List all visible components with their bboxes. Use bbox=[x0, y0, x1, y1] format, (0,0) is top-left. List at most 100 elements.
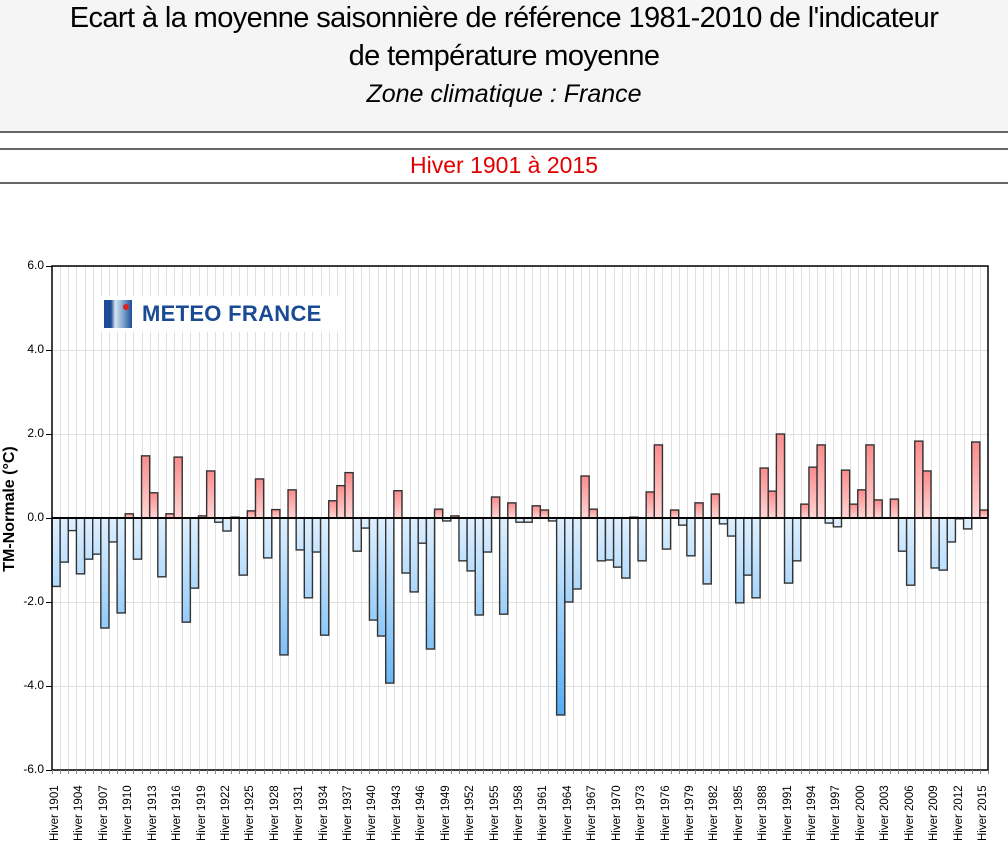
logo-text: METEO FRANCE bbox=[142, 301, 322, 326]
meteo-france-logo: METEO FRANCE bbox=[100, 296, 340, 332]
x-tick-label: Hiver 1919 bbox=[195, 785, 208, 841]
data-bar: 1961: 0.19 bbox=[539, 509, 550, 519]
data-bar: 1966: 1 bbox=[580, 475, 590, 519]
meteo-france-logo-icon bbox=[104, 300, 132, 328]
data-bar: 1963: -4.69 bbox=[555, 517, 566, 716]
data-bar: 2009: -1.19 bbox=[930, 517, 940, 569]
data-bar: 1939: -0.24 bbox=[360, 517, 371, 529]
x-tick-label: Hiver 2006 bbox=[903, 785, 916, 841]
data-bar: 1932: -1.9 bbox=[303, 517, 314, 599]
x-tick-label: Hiver 1970 bbox=[610, 785, 623, 841]
data-bar: 1943: 0.65 bbox=[393, 490, 403, 519]
data-bar: 1922: -0.31 bbox=[222, 517, 232, 532]
data-bar: 2013: -0.26 bbox=[962, 517, 973, 530]
x-tick-label: Hiver 1916 bbox=[171, 785, 184, 841]
x-tick-label: Hiver 1988 bbox=[757, 785, 770, 841]
data-bar: 2002: 0.43 bbox=[873, 499, 883, 519]
x-tick-label: Hiver 1976 bbox=[659, 785, 672, 841]
data-bar: 1934: -2.79 bbox=[319, 517, 330, 636]
x-tick-label: Hiver 1994 bbox=[806, 785, 818, 841]
x-tick-label: Hiver 2012 bbox=[952, 785, 965, 841]
data-bar: 2011: -0.57 bbox=[946, 517, 957, 543]
data-bar: 1909: -2.26 bbox=[116, 517, 126, 614]
y-tick-label: 2.0 bbox=[27, 426, 44, 440]
x-tick-label: Hiver 1985 bbox=[732, 785, 745, 841]
data-bar: 1984: -0.43 bbox=[726, 517, 737, 537]
x-tick-label: Hiver 1943 bbox=[390, 785, 403, 841]
data-bar: 1974: 0.62 bbox=[645, 491, 655, 519]
period-label: Hiver 1901 à 2015 bbox=[410, 152, 598, 178]
chart-subtitle: Zone climatique : France bbox=[366, 80, 642, 108]
y-tick-mark bbox=[46, 770, 52, 771]
data-bar: 1916: 1.45 bbox=[173, 456, 183, 519]
x-tick-label: Hiver 1964 bbox=[561, 785, 574, 841]
x-tick-label: Hiver 1901 bbox=[49, 785, 62, 841]
x-tick-label: Hiver 1925 bbox=[244, 785, 257, 841]
data-bar: 1988: 1.19 bbox=[759, 467, 769, 519]
chart-header: Ecart à la moyenne saisonnière de référe… bbox=[0, 0, 1008, 133]
data-bar: 2010: -1.24 bbox=[938, 517, 949, 571]
x-tick-label: Hiver 1940 bbox=[366, 785, 379, 841]
data-bar: 1951: -1.02 bbox=[458, 517, 468, 562]
y-tick-label: 4.0 bbox=[27, 342, 44, 356]
data-bar: 2014: 1.81 bbox=[971, 441, 981, 519]
data-bar: 1995: 1.74 bbox=[816, 444, 826, 519]
data-bar: 1952: -1.26 bbox=[466, 517, 476, 572]
x-tick-label: Hiver 2009 bbox=[928, 785, 941, 841]
y-tick-label: -4.0 bbox=[23, 678, 44, 692]
x-tick-label: Hiver 2000 bbox=[854, 785, 867, 841]
period-banner: Hiver 1901 à 2015 bbox=[0, 148, 1008, 184]
data-bar: 1906: -0.86 bbox=[91, 517, 102, 555]
data-bar: 1955: 0.5 bbox=[490, 496, 501, 519]
data-bar: 1960: 0.29 bbox=[531, 505, 542, 519]
data-bar: 1913: 0.6 bbox=[148, 492, 159, 519]
x-tick-label: Hiver 1997 bbox=[830, 785, 843, 841]
data-bar: 1938: -0.79 bbox=[352, 517, 362, 552]
data-bar: 1981: -1.57 bbox=[702, 517, 712, 585]
data-bar: 1911: -0.98 bbox=[132, 517, 143, 560]
data-bar: 1991: -1.55 bbox=[783, 517, 794, 584]
data-bar: 1917: -2.48 bbox=[181, 517, 192, 623]
x-tick-label: Hiver 1955 bbox=[488, 785, 501, 841]
data-bar: 1977: 0.19 bbox=[669, 509, 680, 519]
y-tick-label: -2.0 bbox=[23, 594, 44, 608]
data-bar: 2000: 0.67 bbox=[857, 489, 867, 519]
data-bar: 1989: 0.64 bbox=[767, 490, 778, 519]
plot-frame bbox=[51, 265, 989, 771]
data-bar: 1954: -0.81 bbox=[482, 517, 493, 553]
data-bar: 1903: -0.3 bbox=[67, 517, 78, 532]
data-bar: 1940: -2.43 bbox=[368, 517, 379, 621]
data-bar: 1907: -2.62 bbox=[100, 517, 110, 629]
data-bar: 1931: -0.76 bbox=[295, 517, 306, 551]
data-bar: 1997: -0.21 bbox=[832, 517, 843, 528]
x-tick-label: Hiver 1937 bbox=[342, 785, 355, 841]
data-bar: 1969: -1 bbox=[604, 517, 615, 561]
data-bar: 1964: -2 bbox=[564, 517, 574, 603]
data-bar: 1957: 0.36 bbox=[507, 502, 517, 519]
data-bar: 1992: -1.02 bbox=[791, 517, 802, 562]
y-tick-label: 6.0 bbox=[27, 258, 44, 272]
x-tick-label: Hiver 1907 bbox=[97, 785, 110, 841]
data-bar: 1976: -0.74 bbox=[661, 517, 672, 550]
x-tick-label: Hiver 1931 bbox=[293, 785, 306, 841]
data-bar: 1944: -1.31 bbox=[401, 517, 411, 574]
data-bar: 1985: -2.02 bbox=[734, 517, 745, 604]
data-bar: 1948: 0.21 bbox=[433, 508, 444, 519]
data-bar: 1914: -1.4 bbox=[157, 517, 167, 578]
data-bar: 2015: 0.19 bbox=[979, 509, 989, 519]
data-bar: 1947: -3.12 bbox=[425, 517, 436, 650]
x-tick-label: Hiver 1961 bbox=[537, 785, 550, 841]
data-bar: 1999: 0.33 bbox=[848, 503, 859, 519]
x-tick-label: Hiver 1922 bbox=[219, 785, 232, 841]
y-tick-mark bbox=[46, 518, 52, 519]
data-bar: 2007: 1.83 bbox=[914, 440, 924, 519]
x-tick-label: Hiver 1946 bbox=[415, 785, 428, 841]
data-bar: 1975: 1.74 bbox=[653, 444, 664, 519]
data-bar: 2006: -1.6 bbox=[905, 517, 916, 586]
data-bar: 1942: -3.93 bbox=[385, 517, 395, 684]
data-bar: 1970: -1.17 bbox=[612, 517, 623, 568]
data-bar: 1980: 0.36 bbox=[694, 502, 704, 519]
x-tick-label: Hiver 1910 bbox=[122, 785, 135, 841]
